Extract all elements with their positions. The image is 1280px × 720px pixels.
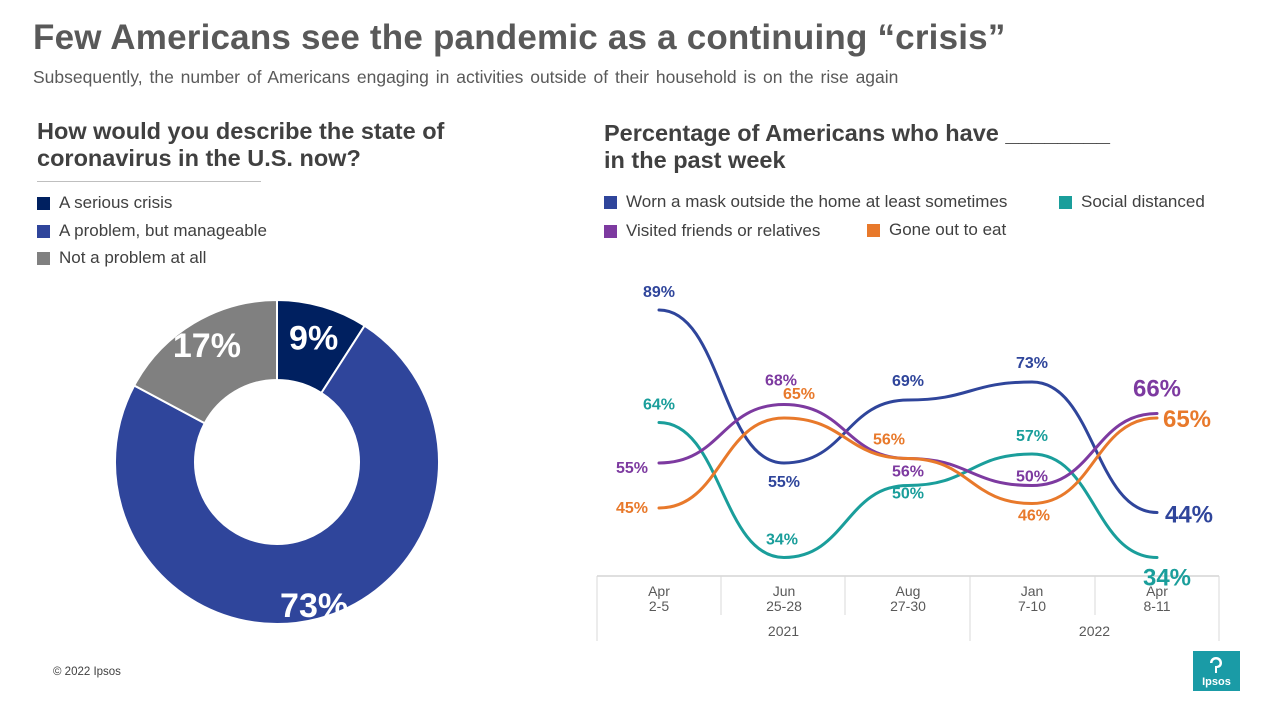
series-line-worn-a-mask-outside-the-home-at-least-sometimes: [657, 308, 1159, 514]
data-label-gone-out-to-eat: 45%: [616, 500, 648, 517]
legend-label: Gone out to eat: [889, 220, 1007, 239]
donut-legend-item-not-a-problem: Not a problem at all: [37, 248, 206, 268]
x-tick-month: Aug: [896, 583, 921, 599]
legend-swatch: [37, 224, 50, 238]
data-label-social-distanced: 64%: [643, 397, 675, 414]
legend-label: Visited friends or relatives: [626, 221, 821, 240]
data-label-social-distanced: 50%: [892, 486, 924, 503]
line-chart-series: [657, 308, 1159, 560]
line-chart-question: Percentage of Americans who have _______…: [604, 120, 1224, 174]
x-tick-days: 7-10: [1018, 598, 1046, 614]
data-label-visited-friends-or-relatives: 68%: [765, 373, 797, 390]
data-label-gone-out-to-eat: 46%: [1018, 508, 1050, 525]
donut-question: How would you describe the state of coro…: [37, 118, 445, 171]
data-label-visited-friends-or-relatives: 66%: [1133, 376, 1181, 403]
legend-label: Social distanced: [1081, 192, 1205, 211]
series-line-gone-out-to-eat: [657, 416, 1159, 510]
page-title: Few Americans see the pandemic as a cont…: [33, 18, 1006, 57]
data-label-worn-a-mask-outside-the-home-at-least-sometimes: 89%: [643, 284, 675, 301]
ipsos-logo: Ipsos: [1193, 651, 1240, 691]
data-label-worn-a-mask-outside-the-home-at-least-sometimes: 73%: [1016, 355, 1048, 372]
data-label-gone-out-to-eat: 65%: [1163, 406, 1211, 433]
donut-label-not-a-problem-at-all: 17%: [173, 327, 241, 365]
legend-label: Not a problem at all: [59, 248, 207, 267]
data-label-worn-a-mask-outside-the-home-at-least-sometimes: 44%: [1165, 502, 1213, 529]
legend-label: A serious crisis: [59, 193, 173, 212]
x-tick-month: Jan: [1021, 583, 1044, 599]
line-chart-data-labels: 89% 55% 69% 73% 44% 64% 34% 50% 57% 34% 55% 68% 56% 5…: [616, 284, 1213, 592]
x-tick-month: Jun: [773, 583, 796, 599]
data-label-social-distanced: 34%: [766, 532, 798, 549]
legend-swatch: [604, 224, 617, 238]
data-label-visited-friends-or-relatives: 50%: [1016, 469, 1048, 486]
x-tick-month: Apr: [648, 583, 670, 599]
donut-legend-item-manageable: A problem, but manageable: [37, 221, 267, 241]
data-label-gone-out-to-eat: 65%: [783, 386, 815, 403]
donut-legend-item-serious-crisis: A serious crisis: [37, 193, 172, 213]
data-label-visited-friends-or-relatives: 55%: [616, 460, 648, 477]
line-legend-item-mask: Worn a mask outside the home at least so…: [604, 192, 1007, 212]
x-tick-days: 2-5: [649, 598, 669, 614]
donut-label-a-problem-but-manageable: 73%: [280, 587, 348, 625]
x-year-label: 2022: [1079, 623, 1110, 639]
logo-text: Ipsos: [1202, 676, 1231, 688]
donut-slice-a-problem-but-manageable: [114, 324, 440, 625]
x-tick-days: 8-11: [1144, 598, 1171, 614]
legend-label: Worn a mask outside the home at least so…: [626, 192, 1008, 211]
series-line-social-distanced: [657, 421, 1159, 560]
legend-swatch: [1059, 195, 1072, 209]
logo-mark-icon: [1210, 657, 1222, 673]
x-tick-month: Apr: [1146, 583, 1168, 599]
copyright: © 2022 Ipsos: [53, 666, 121, 678]
line-legend-item-visited: Visited friends or relatives: [604, 221, 820, 241]
line-chart-axis: Apr2-5Jun25-28Aug27-30Jan7-10Apr8-112021…: [596, 575, 1220, 641]
donut-slice-not-a-problem-at-all: [132, 298, 278, 425]
x-tick-days: 25-28: [766, 598, 802, 614]
legend-swatch: [37, 251, 50, 265]
legend-swatch: [37, 196, 50, 210]
line-legend-item-eat-out: Gone out to eat: [867, 220, 1006, 240]
legend-swatch: [604, 195, 617, 209]
line-legend-item-social-distanced: Social distanced: [1059, 192, 1205, 212]
data-label-social-distanced: 57%: [1016, 428, 1048, 445]
question-divider: [37, 181, 261, 182]
data-label-gone-out-to-eat: 56%: [873, 432, 905, 449]
legend-swatch: [867, 223, 880, 237]
data-label-social-distanced: 34%: [1143, 565, 1191, 592]
donut-chart: 9% 73% 17%: [114, 298, 440, 625]
x-year-label: 2021: [768, 623, 799, 639]
data-label-worn-a-mask-outside-the-home-at-least-sometimes: 69%: [892, 373, 924, 390]
data-label-visited-friends-or-relatives: 56%: [892, 464, 924, 481]
page-subtitle: Subsequently, the number of Americans en…: [33, 67, 899, 87]
donut-label-a-serious-crisis: 9%: [289, 319, 338, 357]
legend-label: A problem, but manageable: [59, 221, 267, 240]
line-chart-question-line1: Percentage of Americans who have _______…: [604, 120, 1110, 146]
line-chart-question-line2: in the past week: [604, 147, 786, 173]
data-label-worn-a-mask-outside-the-home-at-least-sometimes: 55%: [768, 474, 800, 491]
x-tick-days: 27-30: [890, 598, 926, 614]
